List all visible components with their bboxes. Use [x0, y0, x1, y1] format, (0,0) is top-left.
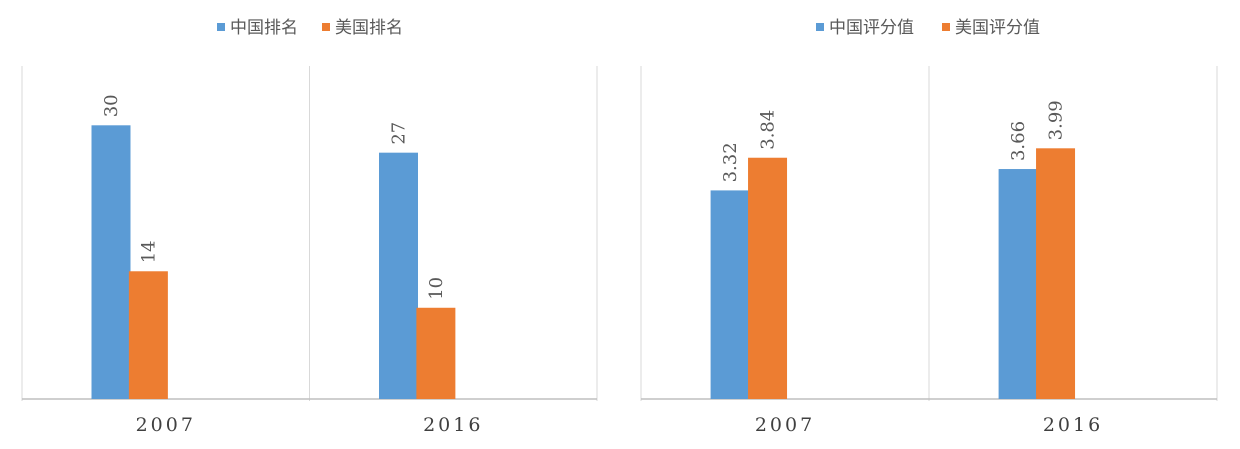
value-label-usa-2007: 3.84	[758, 110, 779, 150]
bar-china-2016	[379, 152, 418, 399]
legend-swatch-china	[217, 23, 225, 31]
value-label-china-2007: 30	[101, 94, 122, 117]
category-label-2016: 2016	[423, 414, 483, 436]
legend-swatch-usa	[322, 23, 330, 31]
legend-label-china: 中国排名	[230, 18, 298, 38]
bar-usa-2016	[416, 307, 456, 399]
score-chart: 中国评分值 美国评分值 3.32 3.84 2007 3.66 3.99 2016	[640, 18, 1218, 436]
category-label-2007: 2007	[755, 414, 815, 436]
value-label-usa-2016: 10	[426, 277, 447, 300]
value-label-china-2016: 27	[389, 122, 410, 145]
bar-china-2007	[710, 190, 750, 399]
value-label-china-2016: 3.66	[1008, 121, 1029, 161]
value-label-usa-2016: 3.99	[1046, 100, 1067, 140]
ranking-chart: 中国排名 美国排名 30 14 2007 27 10 2016	[21, 18, 598, 436]
legend-label-china: 中国评分值	[829, 18, 914, 38]
legend-label-usa: 美国评分值	[955, 18, 1040, 38]
value-label-usa-2007: 14	[138, 240, 159, 263]
bar-china-2016	[998, 169, 1038, 399]
bar-china-2007	[91, 125, 131, 400]
bar-usa-2007	[128, 271, 168, 399]
legend-label-usa: 美国排名	[335, 18, 403, 38]
bar-usa-2007	[748, 157, 788, 399]
legend-swatch-china	[816, 23, 824, 31]
legend-swatch-usa	[942, 23, 950, 31]
category-label-2016: 2016	[1043, 414, 1103, 436]
value-label-china-2007: 3.32	[720, 142, 741, 182]
bar-usa-2016	[1036, 148, 1076, 399]
category-label-2007: 2007	[136, 414, 196, 436]
